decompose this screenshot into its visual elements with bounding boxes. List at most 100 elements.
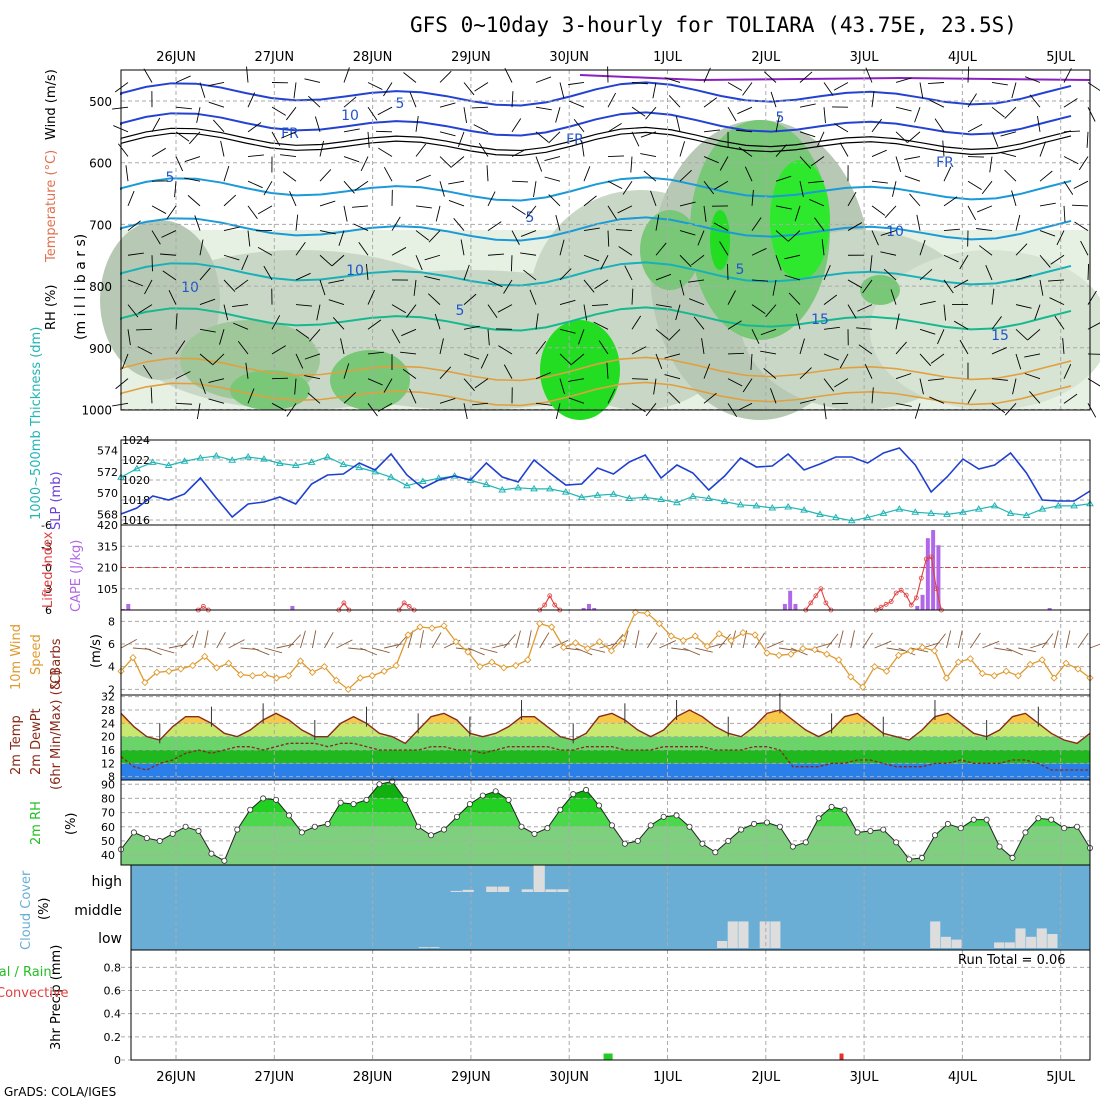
- wind-barb: [985, 265, 993, 281]
- wind-speed-point: [189, 661, 197, 670]
- isotherm-line: [120, 261, 1072, 287]
- wind-barb: [463, 107, 467, 124]
- wind-barb: [175, 313, 178, 330]
- wind-barb: [751, 189, 754, 206]
- convective-bar: [839, 1053, 844, 1060]
- contour-label: FR: [936, 155, 954, 171]
- wind-barb: [679, 254, 692, 268]
- wind-tick: 6: [108, 638, 115, 651]
- precip-tick: 0: [114, 1054, 121, 1067]
- isotherm-line: [120, 381, 1072, 407]
- rh-point: [234, 826, 241, 833]
- wind-barb: [778, 647, 797, 652]
- wind-barb: [991, 347, 1007, 355]
- wind-barb: [607, 388, 616, 404]
- wind-barb: [1024, 373, 1041, 380]
- wind-barb: [403, 72, 417, 83]
- wind-barb: [247, 154, 264, 157]
- thickness-point: [530, 484, 538, 492]
- wind-barb: [727, 290, 736, 305]
- wind-barb: [487, 329, 490, 346]
- wind-barb: [766, 640, 784, 649]
- rh-point: [725, 837, 732, 844]
- rh-point: [428, 832, 435, 839]
- wind-barb: [555, 215, 561, 231]
- wind-barb: [991, 288, 995, 305]
- wind-barb: [391, 216, 401, 231]
- thickness-point: [1070, 501, 1078, 509]
- wind-barb: [377, 106, 393, 116]
- wind-barb: [439, 102, 456, 108]
- thickness-point: [307, 458, 316, 465]
- wind-barb: [295, 272, 311, 281]
- wind-barb: [434, 313, 441, 330]
- temp-tick: 20: [101, 731, 115, 744]
- wind-barb: [904, 156, 921, 160]
- wind-barb: [563, 647, 582, 651]
- wind-barb: [751, 248, 767, 256]
- cloud-bar: [498, 886, 510, 892]
- thickness-point: [1006, 509, 1015, 516]
- thickness-label: 1000~500mb Thickness (dm): [29, 327, 44, 520]
- rh-point: [1035, 815, 1042, 822]
- li-point: [903, 592, 909, 598]
- wind-barb: [895, 106, 912, 112]
- wind-barb: [527, 630, 532, 649]
- wind-speed-point: [177, 665, 185, 673]
- wind-barb: [487, 279, 503, 288]
- wind-barb: [719, 241, 729, 256]
- wind-barb: [959, 339, 969, 355]
- li-line: [197, 556, 942, 611]
- wind-barb: [607, 155, 625, 157]
- wind-barb: [160, 253, 177, 256]
- wind-barb: [799, 71, 813, 83]
- wind-barb: [914, 403, 921, 419]
- wind-barb: [304, 375, 321, 380]
- wind-barb: [415, 255, 423, 271]
- wind-barb: [237, 341, 249, 355]
- wind-barb: [568, 82, 585, 86]
- thickness-point: [323, 453, 332, 460]
- wind-barb: [487, 253, 504, 256]
- wind-barb: [1039, 170, 1053, 182]
- wind-barb: [1012, 378, 1017, 395]
- wind-barb: [479, 647, 498, 653]
- rh-point: [1009, 854, 1016, 861]
- wind-barb: [199, 267, 211, 281]
- wind-barb: [907, 131, 921, 143]
- wind-barb: [309, 328, 321, 342]
- wind-barb: [847, 222, 863, 231]
- wind-barb: [1063, 205, 1066, 222]
- rh-point: [156, 837, 163, 844]
- cloud-bar: [1036, 928, 1047, 948]
- wind-barb: [216, 632, 226, 649]
- wind-barb: [775, 255, 782, 271]
- rh-area: [860, 275, 900, 305]
- wind-barb: [864, 363, 873, 379]
- wind-barb: [703, 205, 707, 222]
- wind-barb: [834, 123, 849, 133]
- contour-label: 15: [811, 312, 829, 328]
- pressure-tick: 500: [89, 95, 112, 109]
- wind-barb: [871, 91, 875, 108]
- thickness-point: [816, 510, 824, 517]
- wind-barb: [810, 156, 825, 167]
- wind-barb: [850, 630, 855, 649]
- wind-barb: [328, 299, 345, 306]
- wind-barb: [600, 255, 609, 270]
- cloud-bar: [486, 886, 498, 892]
- wind-barb: [474, 82, 489, 92]
- wind-barb: [775, 116, 780, 132]
- wind-barb: [319, 169, 332, 182]
- cloud-label-b: (%): [37, 898, 52, 921]
- wind-barb: [967, 66, 970, 83]
- li-tick: 0: [45, 562, 52, 575]
- slp-tick: 1020: [122, 474, 150, 487]
- wind-barb: [744, 166, 753, 182]
- thickness-point: [943, 510, 951, 517]
- rh-point: [557, 806, 564, 813]
- wind-barb: [895, 131, 908, 144]
- wind-barb: [487, 304, 498, 319]
- wind-barb: [880, 251, 897, 256]
- wind-barb: [264, 647, 283, 654]
